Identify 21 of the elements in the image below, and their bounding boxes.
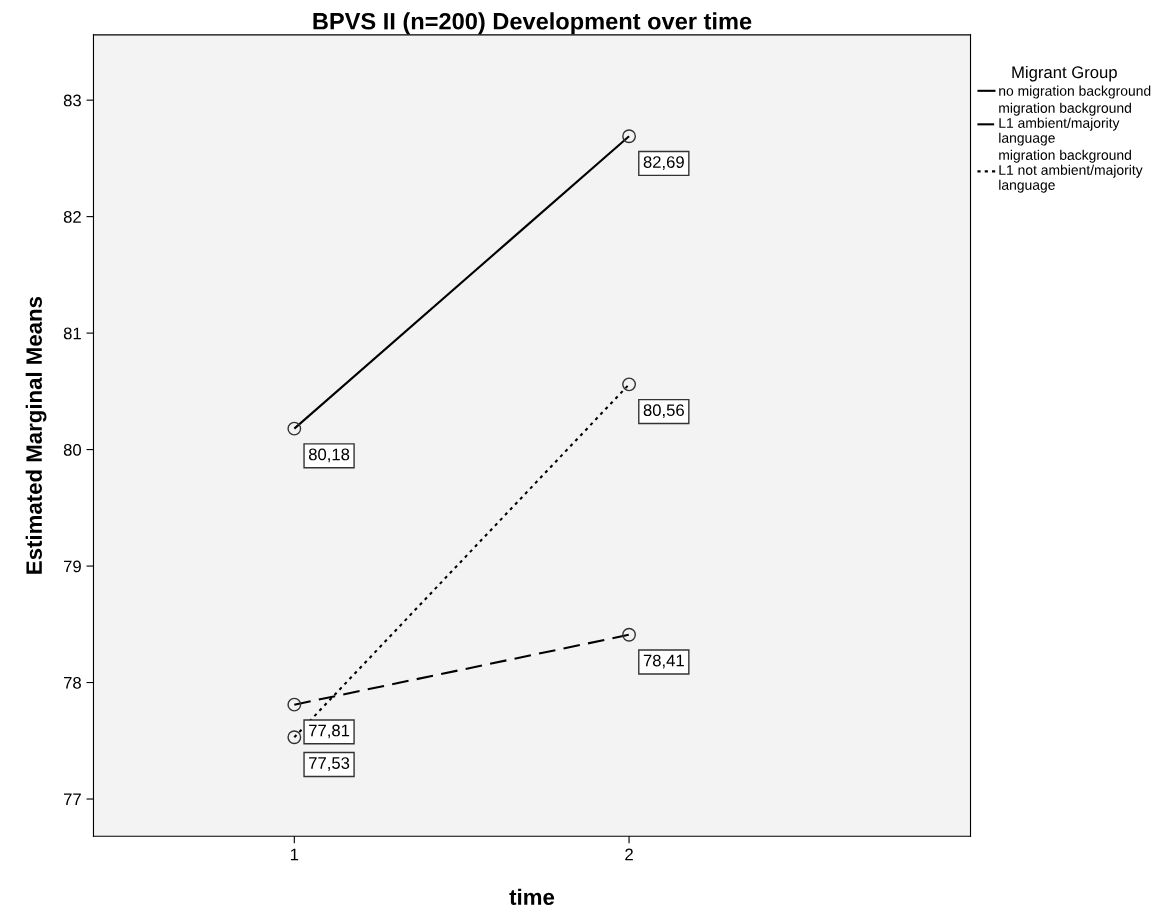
- legend-label: no migration background: [999, 85, 1151, 99]
- legend-label: migration background L1 not ambient/majority language: [999, 149, 1143, 193]
- x-axis-title: time: [509, 888, 555, 905]
- y-tick-label: 77: [63, 793, 81, 806]
- legend-title: Migrant Group: [1012, 65, 1117, 82]
- data-label: 77,53: [309, 757, 350, 771]
- y-tick-label: 79: [63, 560, 81, 573]
- y-tick-label: 82: [63, 211, 81, 223]
- y-tick-label: 81: [63, 327, 81, 340]
- y-axis-title: Estimated Marginal Means: [25, 296, 47, 574]
- data-label: 82,69: [643, 156, 684, 170]
- x-tick-label: 2: [625, 848, 633, 861]
- y-tick-label: 80: [63, 443, 82, 456]
- data-label: 80,18: [308, 448, 350, 463]
- chart-title: BPVS II (n=200) Development over time: [313, 12, 752, 35]
- data-label: 80,56: [643, 404, 684, 419]
- data-label: 78,41: [643, 654, 684, 669]
- y-tick-label: 78: [63, 676, 81, 689]
- x-tick-label: 1: [290, 848, 299, 861]
- y-tick-label: 83: [63, 94, 81, 107]
- data-label: 77,81: [309, 724, 350, 739]
